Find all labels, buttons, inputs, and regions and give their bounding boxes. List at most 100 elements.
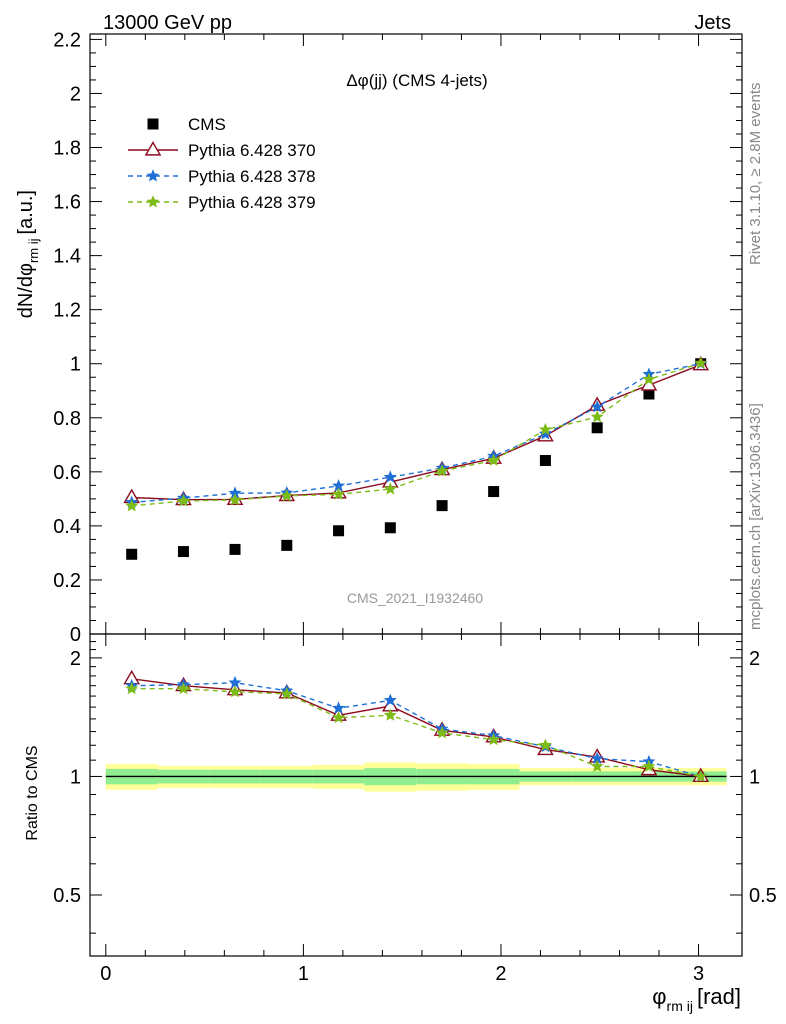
main-y-tick-label: 0.6: [53, 462, 81, 484]
main-data-point: [487, 453, 501, 466]
x-label-main: φ: [652, 984, 666, 1009]
rivet-label: Rivet 3.1.10, ≥ 2.8M events: [747, 83, 764, 266]
main-series-line: [131, 362, 701, 507]
ratio-data-point: [383, 708, 397, 721]
ratio-y-tick-label: 1: [70, 766, 81, 788]
x-axis-label: φrm ij [rad]: [652, 984, 741, 1014]
main-y-tick-label: 1.8: [53, 138, 81, 160]
main-series-line: [131, 363, 701, 504]
main-data-point: [333, 525, 345, 537]
main-y-label: dN/dφrm ij [a.u.]: [15, 190, 41, 318]
x-tick-label: 3: [693, 963, 704, 985]
ratio-series-line: [131, 678, 701, 778]
main-data-point: [280, 489, 294, 502]
main-data-point: [125, 499, 139, 512]
main-y-label-unit: [a.u.]: [15, 190, 37, 234]
ratio-data-point: [332, 710, 346, 724]
main-y-tick-labels: 0 0.2 0.4 0.6 0.8 1 1.2 1.4 1.6 1.8 2 2.2: [53, 29, 81, 646]
main-y-tick-label: 0.4: [53, 516, 81, 538]
main-data-point: [332, 487, 346, 500]
ratio-data-point: [642, 759, 656, 772]
ratio-data-point: [176, 681, 190, 695]
main-series-1: [123, 355, 710, 506]
legend-marker: [147, 118, 159, 130]
ratio-plot-frame: [89, 633, 743, 957]
ratio-y-tick-label: 2: [70, 648, 81, 670]
ratio-y-tick-label-right: 0.5: [749, 885, 777, 907]
ratio-y-tick-labels: 0.5 0.5 1 1 2 2: [53, 648, 777, 907]
legend-entry-label: Pythia 6.428 378: [188, 167, 316, 186]
main-data-point: [488, 486, 500, 498]
ratio-data-point: [435, 726, 449, 739]
main-series-line: [131, 364, 701, 501]
main-panel: 0 0.2 0.4 0.6 0.8 1 1.2 1.4 1.6 1.8 2 2.2 Δφ(jj) (C…: [15, 29, 743, 646]
main-y-tick-label: 0.8: [53, 408, 81, 430]
x-label-sub: rm ij: [667, 998, 693, 1014]
main-data-point: [591, 422, 603, 434]
ratio-y-tick-label-right: 1: [749, 766, 760, 788]
ratio-y-tick-label: 0.5: [53, 885, 81, 907]
main-y-tick-label: 1: [70, 354, 81, 376]
main-y-tick-label: 2: [70, 83, 81, 105]
ratio-series-group: [123, 669, 710, 783]
legend: CMS Pythia 6.428 370 Pythia 6.428 378 Pythi…: [128, 115, 316, 212]
main-data-point: [538, 422, 552, 436]
main-y-tick-label: 2.2: [53, 29, 81, 51]
legend-entry-label: Pythia 6.428 370: [188, 141, 316, 160]
main-data-point: [694, 356, 708, 369]
ratio-data-point: [383, 693, 397, 706]
ratio-data-point: [332, 701, 346, 714]
x-tick-labels: 0 1 2 3: [100, 963, 704, 985]
main-data-point: [590, 400, 604, 413]
ratio-data-point: [125, 681, 139, 695]
x-tick-label: 1: [298, 963, 309, 985]
ratio-axis-ticks: [90, 634, 742, 956]
main-data-point: [384, 522, 396, 534]
ratio-y-tick-label-right: 2: [749, 648, 760, 670]
main-data-point: [229, 543, 241, 555]
main-data-point: [228, 493, 242, 506]
main-data-point: [538, 427, 552, 440]
main-series-3: [125, 356, 708, 512]
main-y-label-sub: rm ij: [26, 238, 41, 263]
main-data-point: [436, 500, 448, 512]
main-data-point: [177, 546, 189, 558]
main-y-tick-label: 0: [70, 624, 81, 646]
x-tick-label: 0: [100, 963, 111, 985]
main-data-point: [383, 482, 397, 495]
ratio-series-line: [131, 688, 701, 778]
x-tick-label: 2: [495, 963, 506, 985]
ratio-data-point: [280, 687, 294, 700]
watermark: CMS_2021_I1932460: [347, 590, 483, 606]
ratio-data-point: [538, 738, 552, 751]
main-data-point: [643, 388, 655, 400]
main-y-label-main: dN/dφ: [15, 263, 37, 318]
legend-marker: [146, 195, 160, 208]
main-y-tick-label: 1.6: [53, 192, 81, 214]
plot-title: Δφ(jj) (CMS 4-jets): [346, 71, 487, 90]
legend-entry-label: Pythia 6.428 379: [188, 193, 316, 212]
main-data-point: [590, 410, 604, 423]
main-axis-ticks: [90, 34, 742, 635]
ratio-data-point: [694, 769, 708, 782]
main-data-point: [383, 470, 397, 483]
header-left: 13000 GeV pp: [103, 12, 232, 34]
ratio-series-line: [131, 681, 701, 778]
main-data-point: [126, 548, 138, 560]
legend-marker: [146, 169, 160, 182]
main-y-tick-label: 1.2: [53, 300, 81, 322]
mcplots-label: mcplots.cern.ch [arXiv:1306.3436]: [747, 403, 764, 630]
main-data-point: [539, 454, 551, 466]
main-data-point: [435, 464, 449, 477]
main-data-point: [281, 539, 293, 551]
header-right: Jets: [694, 12, 731, 34]
legend-marker: [144, 141, 162, 156]
main-series-2: [125, 356, 708, 508]
main-data-point: [176, 494, 190, 507]
main-series-group: [123, 355, 710, 560]
ratio-y-label: Ratio to CMS: [24, 745, 41, 840]
ratio-series-2: [125, 681, 708, 782]
main-data-point: [642, 372, 656, 385]
main-y-tick-label: 1.4: [53, 246, 81, 268]
